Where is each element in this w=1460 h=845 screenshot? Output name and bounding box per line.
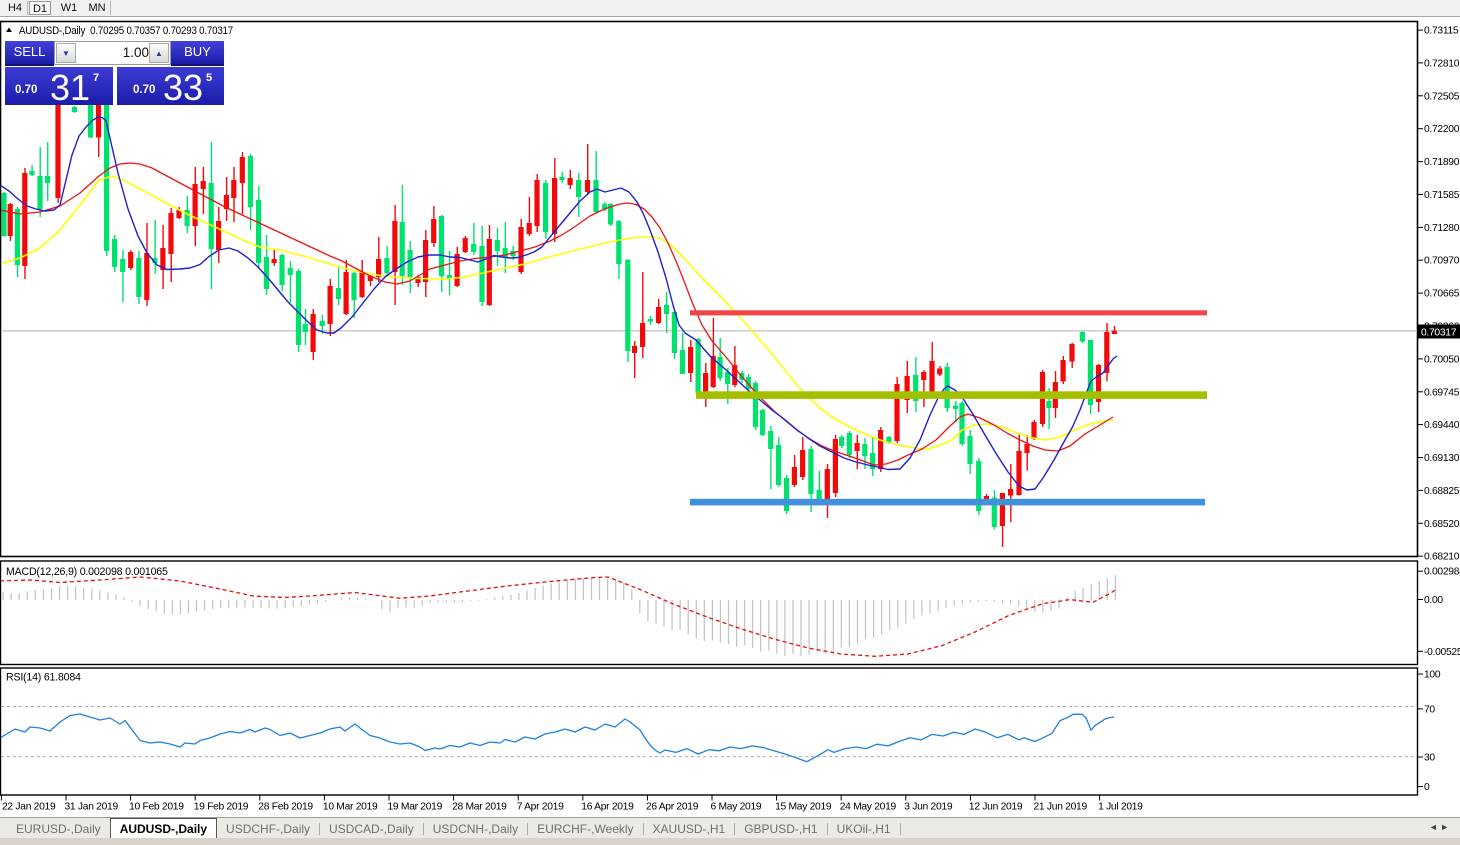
svg-text:0.69440: 0.69440 [1424,420,1460,431]
svg-text:10 Feb 2019: 10 Feb 2019 [129,802,184,813]
svg-text:6 May 2019: 6 May 2019 [711,802,762,813]
svg-text:0.70970: 0.70970 [1424,256,1460,267]
svg-text:0.71890: 0.71890 [1424,157,1460,168]
svg-text:0.70665: 0.70665 [1424,289,1460,300]
svg-text:AUDUSD-,Daily 0.70295 0.70357: AUDUSD-,Daily 0.70295 0.70357 0.70293 0.… [19,25,233,37]
svg-text:0.71280: 0.71280 [1424,223,1460,234]
svg-text:22 Jan 2019: 22 Jan 2019 [2,802,56,813]
svg-text:21 Jun 2019: 21 Jun 2019 [1034,802,1088,813]
svg-text:0.72200: 0.72200 [1424,124,1460,135]
svg-text:28 Feb 2019: 28 Feb 2019 [258,802,313,813]
svg-text:12 Jun 2019: 12 Jun 2019 [969,802,1023,813]
svg-text:19 Feb 2019: 19 Feb 2019 [194,802,249,813]
svg-text:19 Mar 2019: 19 Mar 2019 [388,802,443,813]
svg-text:RSI(14) 61.8084: RSI(14) 61.8084 [6,672,81,684]
svg-text:0.73115: 0.73115 [1424,26,1459,37]
svg-text:MACD(12,26,9) 0.002098 0.00106: MACD(12,26,9) 0.002098 0.001065 [6,566,168,578]
svg-text:0.68520: 0.68520 [1424,519,1460,530]
svg-text:16 Apr 2019: 16 Apr 2019 [581,802,634,813]
svg-text:0.68210: 0.68210 [1424,552,1460,563]
svg-text:-0.005256: -0.005256 [1424,647,1460,658]
svg-text:0.70050: 0.70050 [1424,354,1460,365]
svg-text:70: 70 [1424,704,1435,715]
svg-text:31 Jan 2019: 31 Jan 2019 [65,802,119,813]
svg-text:3 Jun 2019: 3 Jun 2019 [904,802,953,813]
svg-text:30: 30 [1424,753,1435,764]
svg-text:0.00: 0.00 [1424,595,1443,606]
svg-text:100: 100 [1424,670,1441,681]
svg-text:28 Mar 2019: 28 Mar 2019 [452,802,507,813]
svg-text:24 May 2019: 24 May 2019 [840,802,897,813]
svg-text:15 May 2019: 15 May 2019 [775,802,832,813]
svg-text:0.002984: 0.002984 [1424,567,1460,578]
svg-text:0.69130: 0.69130 [1424,453,1460,464]
svg-text:0: 0 [1424,782,1430,793]
svg-text:10 Mar 2019: 10 Mar 2019 [323,802,378,813]
svg-text:7 Apr 2019: 7 Apr 2019 [517,802,564,813]
svg-text:1 Jul 2019: 1 Jul 2019 [1098,802,1143,813]
svg-text:0.69745: 0.69745 [1424,387,1460,398]
svg-text:26 Apr 2019: 26 Apr 2019 [646,802,699,813]
svg-text:0.72505: 0.72505 [1424,91,1460,102]
svg-text:0.72810: 0.72810 [1424,58,1460,69]
svg-text:0.71585: 0.71585 [1424,190,1460,201]
svg-text:0.68825: 0.68825 [1424,486,1460,497]
svg-text:0.70317: 0.70317 [1421,327,1457,338]
